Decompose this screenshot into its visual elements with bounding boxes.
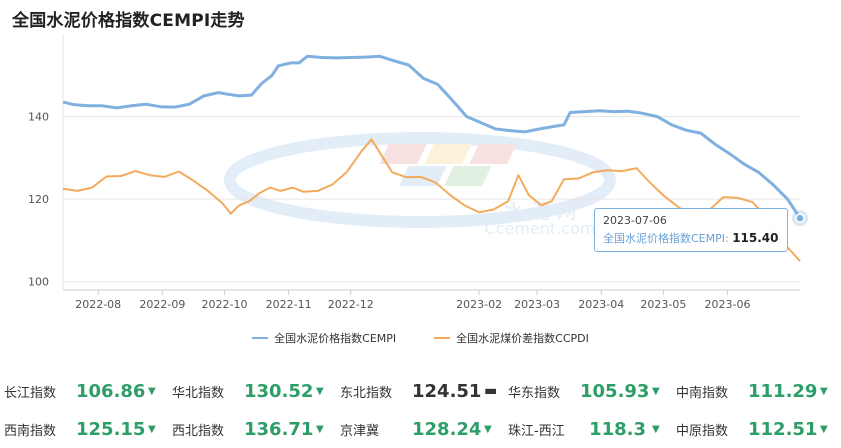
index-value: 136.71 — [244, 418, 314, 440]
down-arrow-icon: ▼ — [652, 385, 660, 397]
index-item[interactable]: 珠江-西江 118.3 ▼ — [504, 419, 672, 440]
x-tick-label: 2022-08 — [75, 298, 121, 311]
regional-index-grid: 长江指数 106.86 ▼ 华北指数 130.52 ▼ 东北指数 124.51 ▬ 华东指数 105… — [0, 372, 841, 448]
y-tick-label: 100 — [28, 276, 49, 289]
index-name: 京津冀 — [340, 423, 380, 439]
index-value: 124.51 — [412, 380, 482, 402]
x-tick-label: 2023-06 — [705, 298, 751, 311]
index-item[interactable]: 东北指数 124.51 ▬ — [336, 381, 504, 402]
chart-tooltip: 2023-07-06 全国水泥价格指数CEMPI: 115.40 — [594, 208, 788, 252]
svg-text:水 泥 网: 水 泥 网 — [504, 199, 577, 223]
index-item[interactable]: 华东指数 105.93 ▼ — [504, 381, 672, 402]
line-chart: 水 泥 网 Ccement.com 100 120 140 2022-08 2022-… — [28, 34, 808, 311]
legend-item-cempi[interactable]: 全国水泥价格指数CEMPI — [252, 330, 396, 346]
series-line-ccpdi — [62, 138, 801, 262]
legend-item-ccpdi[interactable]: 全国水泥煤价差指数CCPDI — [434, 330, 589, 346]
flat-trend-icon: ▬ — [484, 383, 498, 399]
series-line-cempi — [62, 54, 802, 220]
down-arrow-icon: ▼ — [316, 423, 324, 435]
legend-label-cempi: 全国水泥价格指数CEMPI — [274, 332, 397, 345]
y-tick-label: 140 — [28, 111, 49, 124]
x-tick-label: 2023-04 — [578, 298, 624, 311]
chart-title: 全国水泥价格指数CEMPI走势 — [12, 11, 245, 31]
index-value: 128.24 — [412, 418, 482, 440]
legend-swatch-cempi — [252, 337, 269, 339]
index-name: 西南指数 — [4, 423, 57, 439]
index-name: 中原指数 — [676, 423, 729, 439]
index-row: 长江指数 106.86 ▼ 华北指数 130.52 ▼ 东北指数 124.51 ▬ 华东指数 105… — [0, 372, 841, 410]
down-arrow-icon: ▼ — [484, 423, 492, 435]
y-tick-label: 120 — [28, 193, 49, 206]
x-tick-label: 2023-05 — [640, 298, 686, 311]
index-value: 112.51 — [748, 418, 818, 440]
legend-swatch-ccpdi — [434, 337, 451, 339]
index-name: 华东指数 — [508, 385, 561, 401]
legend-label-ccpdi: 全国水泥煤价差指数CCPDI — [456, 332, 589, 345]
index-name: 西北指数 — [172, 423, 225, 439]
tooltip-date: 2023-07-06 — [603, 214, 667, 227]
index-item[interactable]: 西南指数 125.15 ▼ — [0, 419, 168, 440]
tooltip-value: 115.40 — [732, 231, 779, 245]
index-item[interactable]: 长江指数 106.86 ▼ — [0, 381, 168, 402]
index-value: 105.93 — [580, 380, 650, 402]
index-name: 长江指数 — [4, 385, 57, 401]
down-arrow-icon: ▼ — [148, 385, 156, 397]
watermark-logo: 水 泥 网 Ccement.com — [224, 132, 616, 238]
x-tick-label: 2022-12 — [328, 298, 374, 311]
highlight-point[interactable] — [795, 213, 805, 223]
svg-text:Ccement.com: Ccement.com — [485, 219, 596, 238]
tooltip-series-name: 全国水泥价格指数CEMPI — [603, 232, 725, 245]
index-row: 西南指数 125.15 ▼ 西北指数 136.71 ▼ 京津冀 128.24 ▼ 珠江-西江 118… — [0, 410, 841, 448]
index-name: 珠江-西江 — [508, 423, 565, 439]
index-item[interactable]: 中南指数 111.29 ▼ — [672, 381, 840, 402]
index-value: 125.15 — [76, 418, 146, 440]
down-arrow-icon: ▼ — [148, 423, 156, 435]
index-value: 118.3 — [589, 418, 646, 440]
x-tick-label: 2022-11 — [266, 298, 312, 311]
index-item[interactable]: 华北指数 130.52 ▼ — [168, 381, 336, 402]
index-value: 130.52 — [244, 380, 314, 402]
down-arrow-icon: ▼ — [820, 385, 828, 397]
index-item[interactable]: 京津冀 128.24 ▼ — [336, 419, 504, 440]
index-item[interactable]: 西北指数 136.71 ▼ — [168, 419, 336, 440]
down-arrow-icon: ▼ — [316, 385, 324, 397]
index-name: 中南指数 — [676, 385, 729, 401]
index-item[interactable]: 中原指数 112.51 ▼ — [672, 419, 840, 440]
x-tick-label: 2022-09 — [139, 298, 185, 311]
x-tick-label: 2023-03 — [514, 298, 560, 311]
x-tick-label: 2023-02 — [456, 298, 502, 311]
down-arrow-icon: ▼ — [652, 423, 660, 435]
index-value: 106.86 — [76, 380, 146, 402]
index-name: 华北指数 — [172, 385, 225, 401]
x-tick-label: 2022-10 — [201, 298, 247, 311]
index-name: 东北指数 — [340, 385, 393, 401]
down-arrow-icon: ▼ — [820, 423, 828, 435]
chart-legend: 全国水泥价格指数CEMPI 全国水泥煤价差指数CCPDI — [0, 330, 841, 346]
index-value: 111.29 — [748, 380, 818, 402]
